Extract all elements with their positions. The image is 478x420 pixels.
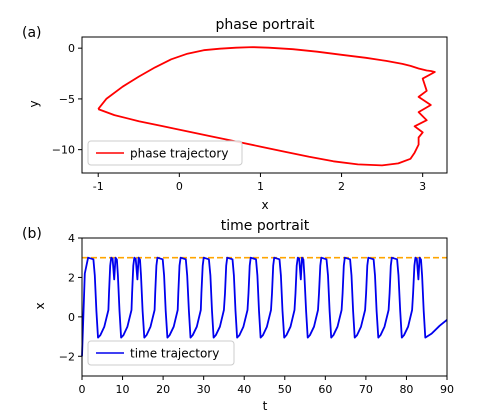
panel-a: (a) phase portrait -1 0 1 2 3 0 −5 −10 x y phas…: [22, 17, 448, 212]
phase-trajectory-line: [97, 46, 436, 167]
panel-b-x-axis-label: t: [263, 399, 268, 413]
panel-a-y-tick-label: −5: [59, 93, 75, 106]
panel-b-y-tick-label: 2: [68, 271, 75, 284]
panel-a-x-axis-label: x: [261, 198, 268, 212]
panel-b-x-tick-label: 90: [440, 383, 454, 396]
panel-a-x-tick-label: -1: [93, 180, 104, 193]
panel-b-y-tick-label: −2: [59, 350, 75, 363]
panel-b-x-tick-label: 50: [278, 383, 292, 396]
panel-b-title: time portrait: [221, 218, 310, 234]
panel-a-x-tick-label: 3: [419, 180, 426, 193]
panel-a-x-tick-label: 1: [257, 180, 264, 193]
panel-b-axes-frame: [81, 237, 448, 377]
panel-a-legend-label: phase trajectory: [130, 147, 228, 161]
panel-b-x-tick-label: 30: [197, 383, 211, 396]
panel-a-plot-area: -1 0 1 2 3 0 −5 −10: [52, 36, 448, 193]
panel-b-x-tick-label: 80: [399, 383, 413, 396]
panel-b-label: (b): [22, 226, 42, 242]
panel-a-label: (a): [22, 25, 42, 41]
panel-a-y-tick-label: 0: [68, 42, 75, 55]
time-trajectory-line: [81, 256, 448, 357]
panel-b-y-axis-label: x: [33, 302, 47, 309]
panel-a-y-tick-label: −10: [52, 144, 75, 157]
panel-b-x-tick-label: 20: [156, 383, 170, 396]
panel-b-x-tick-label: 70: [359, 383, 373, 396]
panel-b-x-tick-label: 10: [116, 383, 130, 396]
panel-b-y-tick-label: 4: [68, 232, 75, 245]
panel-a-legend: phase trajectory: [87, 140, 243, 166]
panel-b-x-tick-label: 0: [79, 383, 86, 396]
panel-b-legend: time trajectory: [87, 340, 235, 366]
panel-a-axes-frame: [81, 36, 448, 174]
panel-b: (b) time portrait 0 10 20 30 40 50 60 70 80 90420…: [22, 218, 454, 413]
panel-b-y-tick-label: 0: [68, 311, 75, 324]
panel-a-x-tick-label: 2: [338, 180, 345, 193]
panel-b-x-tick-label: 40: [237, 383, 251, 396]
panel-a-title: phase portrait: [215, 17, 315, 33]
panel-a-y-axis-label: y: [27, 100, 41, 107]
panel-b-legend-frame: [87, 340, 235, 366]
panel-b-x-tick-label: 60: [318, 383, 332, 396]
panel-a-x-tick-label: 0: [176, 180, 183, 193]
panel-b-legend-label: time trajectory: [130, 347, 219, 361]
panel-a-legend-frame: [87, 140, 243, 166]
